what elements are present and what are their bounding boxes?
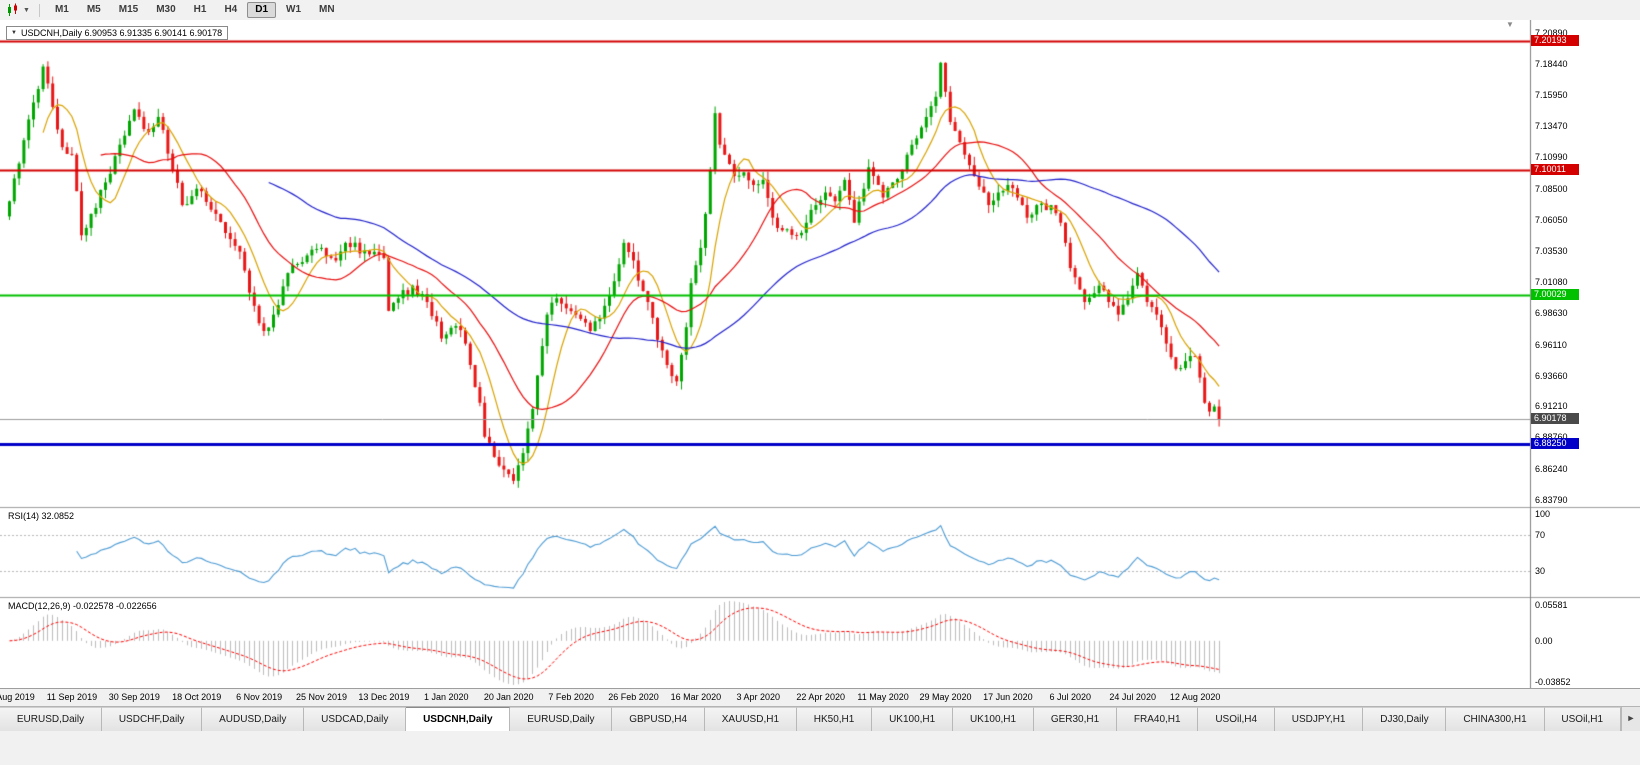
chart-shift-marker-icon[interactable]: ▼	[1506, 20, 1514, 29]
chart-tabbar: EURUSD,Daily USDCHF,Daily AUDUSD,Daily USDC…	[0, 706, 1640, 732]
price-tick-label: 6.86240	[1535, 463, 1568, 474]
date-axis-label: 11 Sep 2019	[46, 692, 98, 702]
hline-price-badge: 6.88250	[1531, 437, 1579, 449]
date-axis-label: 23 Aug 2019	[0, 692, 35, 702]
date-axis-label: 24 Jul 2020	[1109, 692, 1156, 702]
date-axis-label: 6 Jul 2020	[1049, 692, 1092, 702]
chart-tab-usdcnh-daily[interactable]: USDCNH,Daily	[406, 707, 511, 732]
hline-price-badge: 7.20193	[1531, 35, 1579, 47]
timeframe-button-m5[interactable]: M5	[86, 4, 101, 15]
price-tick-label: 7.20890	[1535, 27, 1568, 38]
timeframe-button-h1[interactable]: H1	[193, 4, 207, 15]
price-tick-label: 6.96110	[1535, 339, 1567, 350]
price-tick-label: 6.93660	[1535, 370, 1568, 381]
chart-tab-china300-h1[interactable]: CHINA300,H1	[1446, 707, 1545, 732]
current-price-badge: 6.90178	[1531, 413, 1579, 425]
chart-tab-gbpusd-h4[interactable]: GBPUSD,H4	[612, 707, 705, 732]
timeframe-button-mn[interactable]: MN	[319, 4, 335, 15]
date-axis-label: 1 Jan 2020	[424, 692, 469, 702]
price-axis[interactable]: 7.20890 7.18440 7.15950 7.13470 7.10990 7.085…	[1530, 20, 1640, 688]
date-axis-label: 22 Apr 2020	[796, 692, 845, 702]
rsi-indicator-label: RSI(14) 32.0852	[8, 511, 75, 521]
rsi-axis-label: 100	[1535, 509, 1551, 519]
hline-price-badge: 7.10011	[1531, 163, 1579, 175]
chart-tab-eurusd-daily[interactable]: EURUSD,Daily	[0, 707, 102, 732]
price-chart-canvas[interactable]	[0, 20, 1640, 688]
price-tick-label: 6.91210	[1535, 401, 1568, 412]
chart-tab-fra40-h1[interactable]: FRA40,H1	[1117, 707, 1199, 732]
date-axis-label: 29 May 2020	[919, 692, 972, 702]
date-axis-label: 20 Jan 2020	[483, 692, 534, 702]
macd-axis-label: -0.03852	[1535, 677, 1571, 687]
chart-tab-usdcad-daily[interactable]: USDCAD,Daily	[304, 707, 407, 732]
chart-tab-uk100-h1[interactable]: UK100,H1	[872, 707, 954, 732]
price-tick-label: 6.88760	[1535, 432, 1568, 442]
timeframe-button-m1[interactable]: M1	[54, 4, 69, 15]
timeframe-button-h4[interactable]: H4	[224, 4, 238, 15]
macd-indicator-label: MACD(12,26,9) -0.022578 -0.022656	[8, 601, 157, 611]
price-tick-label: 7.03530	[1535, 246, 1568, 257]
price-tick-label: 7.10990	[1535, 152, 1568, 163]
price-tick-label: 7.15950	[1535, 89, 1568, 100]
date-axis-label: 17 Jun 2020	[983, 692, 1033, 702]
timeframe-button-group: M1 M5 M15 M30 H1 H4 D1 W1 MN	[47, 2, 343, 18]
timeframe-button-w1[interactable]: W1	[286, 4, 302, 15]
toolbar-separator	[38, 3, 40, 17]
chart-panel: ▼ USDCNH,Daily 6.90953 6.91335 6.90141 6…	[0, 20, 1640, 688]
date-axis-label: 11 May 2020	[857, 692, 909, 702]
price-tick-label: 7.06050	[1535, 214, 1568, 225]
date-axis-label: 18 Oct 2019	[172, 692, 222, 702]
tab-scroll-right-icon[interactable]: ►	[1621, 707, 1640, 732]
rsi-axis-label: 70	[1535, 530, 1546, 540]
price-tick-label: 7.01080	[1535, 277, 1568, 288]
date-axis-label: 26 Feb 2020	[608, 692, 659, 702]
date-axis-label: 13 Dec 2019	[358, 692, 410, 702]
window-filler	[0, 731, 1640, 765]
macd-axis-label: 0.05581	[1535, 600, 1568, 610]
chart-tab-usoil-h4[interactable]: USOil,H4	[1198, 707, 1275, 732]
chart-tab-usdjpy-h1[interactable]: USDJPY,H1	[1274, 707, 1364, 732]
timeframe-button-m30[interactable]: M30	[156, 4, 176, 15]
chart-tab-dj30-daily[interactable]: DJ30,Daily	[1363, 707, 1447, 732]
price-tick-label: 7.18440	[1535, 58, 1568, 69]
chart-tab-hk50-h1[interactable]: HK50,H1	[796, 707, 873, 732]
timeframe-button-m15[interactable]: M15	[118, 4, 139, 15]
macd-axis-label: 0.00	[1535, 635, 1553, 646]
chart-tab-xauusd-h1[interactable]: XAUUSD,H1	[704, 707, 797, 732]
price-tick-label: 7.13470	[1535, 121, 1568, 132]
chart-tab-uk100-h1[interactable]: UK100,H1	[953, 707, 1034, 732]
date-axis-label: 12 Aug 2020	[1169, 692, 1221, 702]
toolbar: ▼ M1 M5 M15 M30 H1 H4 D1 W1 MN	[0, 0, 1640, 21]
chart-tab-usdchf-daily[interactable]: USDCHF,Daily	[101, 707, 203, 732]
price-tick-label: 6.98630	[1535, 307, 1568, 318]
date-axis-label: 3 Apr 2020	[736, 692, 781, 702]
date-axis-label: 30 Sep 2019	[108, 692, 160, 702]
price-tick-label: 6.83790	[1535, 494, 1568, 505]
chart-ohlc-label[interactable]: ▼ USDCNH,Daily 6.90953 6.91335 6.90141 6…	[6, 26, 229, 40]
chart-tab-eurusd-daily[interactable]: EURUSD,Daily	[510, 707, 613, 732]
candlestick-chart-icon[interactable]	[4, 2, 22, 18]
hline-price-badge: 7.00029	[1531, 289, 1579, 301]
chart-tab-ger30-h1[interactable]: GER30,H1	[1033, 707, 1118, 732]
time-axis[interactable]: 23 Aug 2019 11 Sep 2019 30 Sep 2019 18 Oct …	[0, 688, 1640, 707]
ohlc-dropdown-icon: ▼	[11, 30, 17, 36]
chart-tabs: EURUSD,Daily USDCHF,Daily AUDUSD,Daily USDC…	[0, 707, 1621, 732]
date-axis-label: 25 Nov 2019	[295, 692, 348, 702]
chart-tab-audusd-daily[interactable]: AUDUSD,Daily	[202, 707, 305, 732]
timeframe-button-d1[interactable]: D1	[247, 2, 277, 18]
chart-tab-usoil-h1[interactable]: USOil,H1	[1544, 707, 1621, 732]
date-axis-label: 16 Mar 2020	[670, 692, 722, 702]
price-tick-label: 7.08500	[1535, 183, 1568, 194]
date-axis-label: 6 Nov 2019	[236, 692, 283, 702]
ohlc-text: USDCNH,Daily 6.90953 6.91335 6.90141 6.9…	[20, 28, 223, 38]
chart-type-dropdown-icon[interactable]: ▼	[23, 6, 30, 14]
rsi-axis-label: 30	[1535, 566, 1546, 576]
date-axis-label: 7 Feb 2020	[548, 692, 594, 702]
